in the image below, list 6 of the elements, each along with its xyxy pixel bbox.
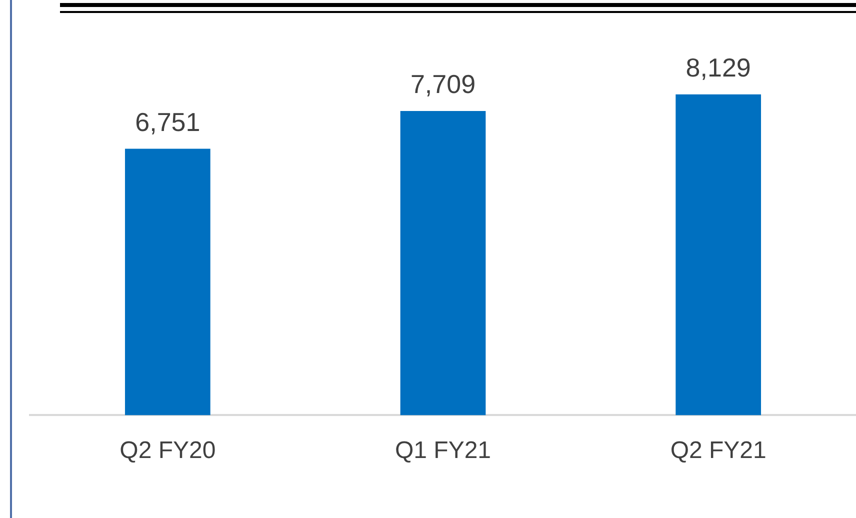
data-label: 7,709 bbox=[410, 69, 476, 100]
x-tick-label: Q2 FY20 bbox=[120, 437, 216, 464]
data-label: 8,129 bbox=[686, 52, 751, 83]
x-tick-label: Q1 FY21 bbox=[394, 437, 492, 464]
x-tick-label: Q2 FY21 bbox=[670, 437, 766, 464]
data-label: 6,751 bbox=[135, 106, 200, 137]
